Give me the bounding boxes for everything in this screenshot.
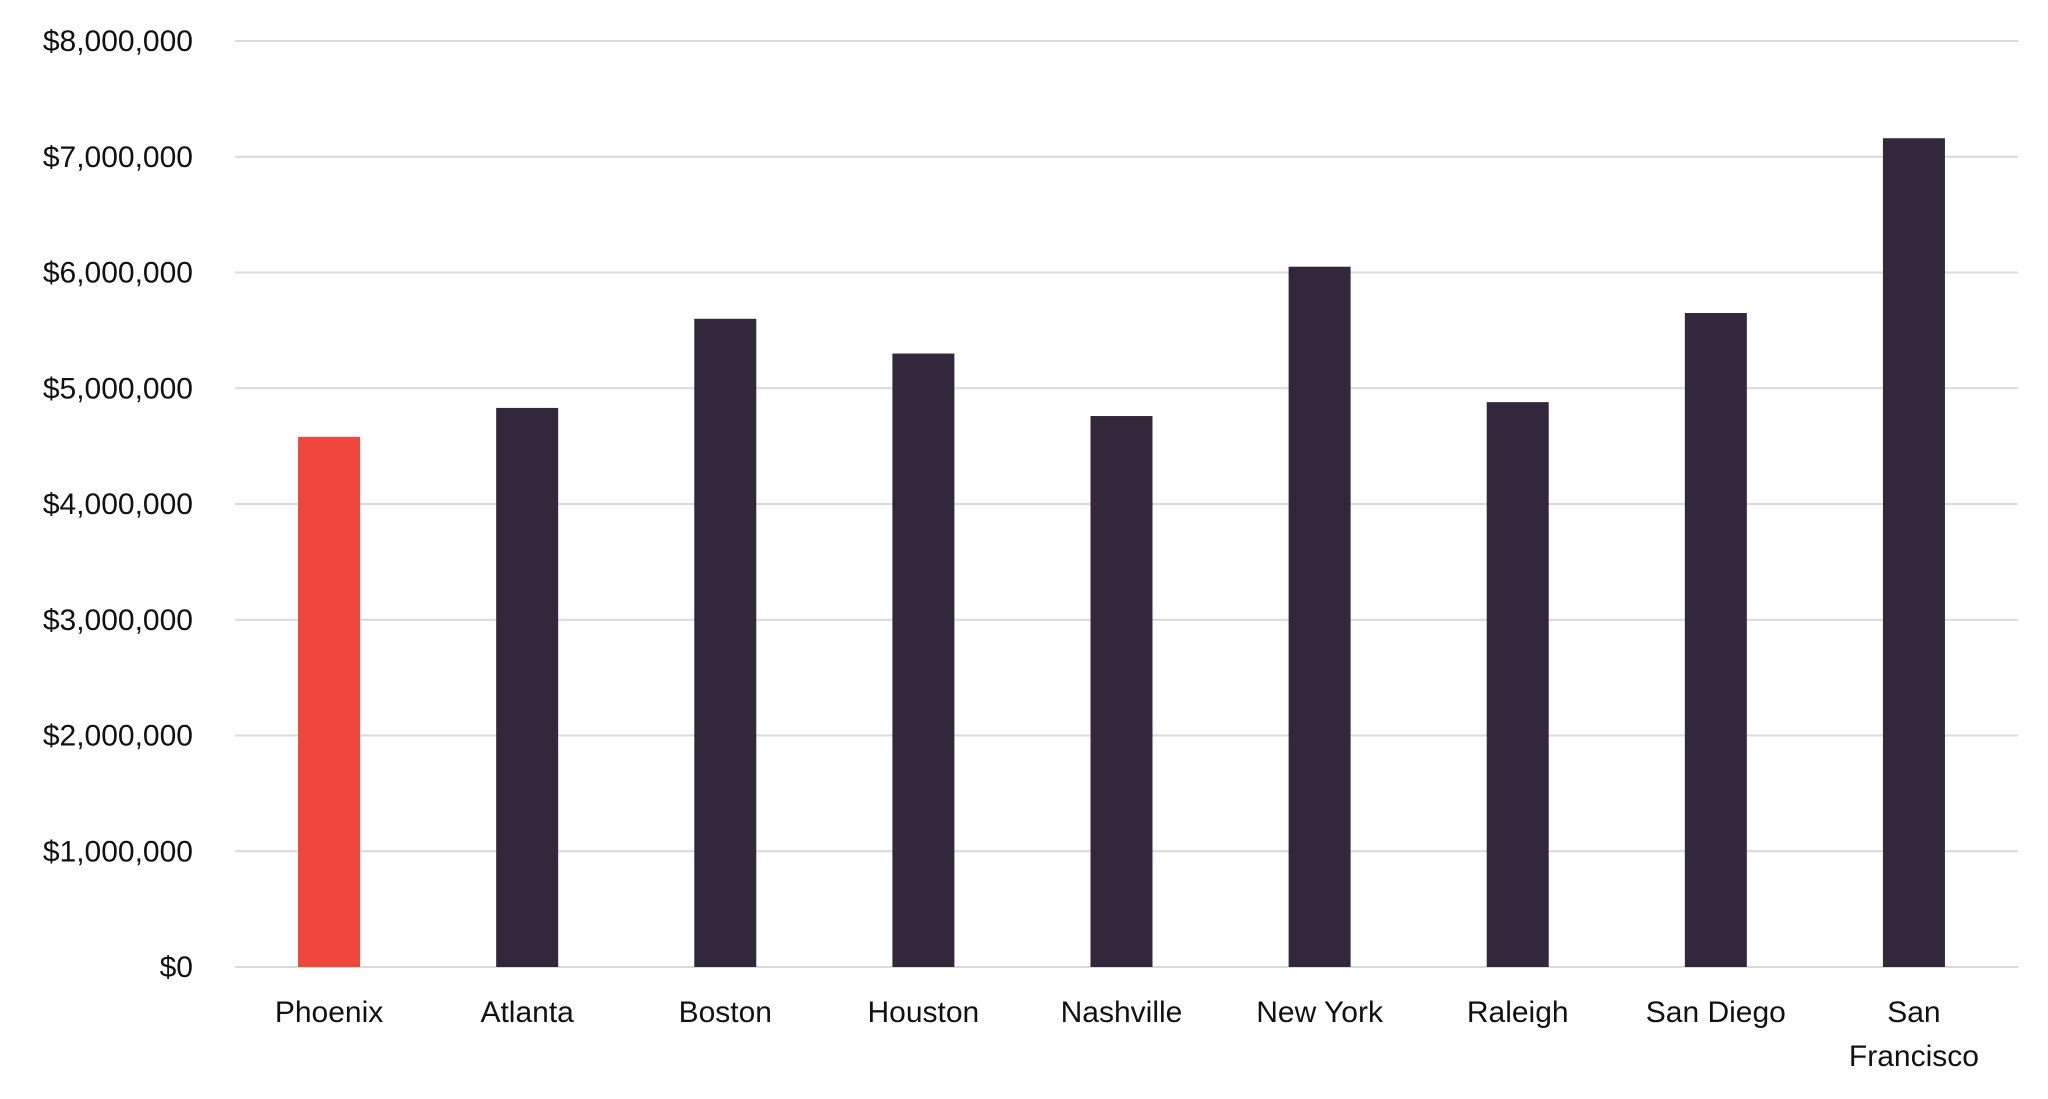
x-category-label-line: Atlanta — [480, 996, 574, 1029]
bar-phoenix — [298, 436, 361, 967]
y-tick-label: $3,000,000 — [43, 604, 193, 637]
x-axis-category-labels: Phoenix Atlanta Boston Houston Nashville New … — [275, 996, 1979, 1073]
x-category-label: San Francisco — [1849, 996, 1979, 1073]
x-category-label: Nashville — [1061, 996, 1183, 1029]
y-tick-label: $0 — [160, 951, 193, 984]
y-axis-tick-labels: $0 $1,000,000 $2,000,000 $3,000,000 $4,000,0… — [43, 25, 193, 984]
x-category-label: Houston — [868, 996, 980, 1029]
bar-houston — [892, 353, 955, 967]
y-tick-label: $2,000,000 — [43, 720, 193, 753]
y-tick-label: $7,000,000 — [43, 141, 193, 174]
x-category-label: Atlanta — [480, 996, 574, 1029]
y-tick-label: $8,000,000 — [43, 25, 193, 58]
x-category-label: Raleigh — [1467, 996, 1569, 1029]
bar-raleigh — [1486, 402, 1549, 967]
x-category-label-line: San Diego — [1646, 996, 1786, 1029]
y-tick-label: $4,000,000 — [43, 488, 193, 521]
bar-san-francisco — [1882, 138, 1945, 968]
x-category-label: Phoenix — [275, 996, 383, 1029]
x-category-label-line: Nashville — [1061, 996, 1183, 1029]
x-category-label-line: Houston — [868, 996, 980, 1029]
x-category-label-line: Phoenix — [275, 996, 383, 1029]
bar-nashville — [1090, 416, 1153, 967]
y-tick-label: $5,000,000 — [43, 372, 193, 405]
x-category-label: New York — [1256, 996, 1384, 1029]
bar-san-diego — [1684, 313, 1747, 967]
bar-boston — [694, 318, 757, 967]
x-category-label-line: Francisco — [1849, 1040, 1979, 1073]
x-category-label-line: Boston — [679, 996, 772, 1029]
x-category-label-line: San — [1887, 996, 1940, 1029]
x-category-label-line: Raleigh — [1467, 996, 1569, 1029]
bars — [298, 138, 1945, 968]
bar-new-york — [1288, 266, 1351, 967]
y-tick-label: $6,000,000 — [43, 257, 193, 290]
x-category-label: San Diego — [1646, 996, 1786, 1029]
x-category-label: Boston — [679, 996, 772, 1029]
y-tick-label: $1,000,000 — [43, 835, 193, 868]
x-category-label-line: New York — [1256, 996, 1384, 1029]
bar-atlanta — [496, 407, 559, 967]
